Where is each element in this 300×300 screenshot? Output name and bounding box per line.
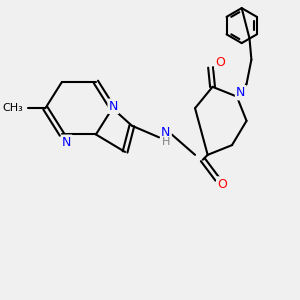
Text: O: O bbox=[215, 56, 225, 69]
Text: N: N bbox=[236, 86, 245, 99]
Text: N: N bbox=[62, 136, 71, 149]
Text: H: H bbox=[162, 137, 170, 147]
Text: N: N bbox=[109, 100, 118, 113]
Text: CH₃: CH₃ bbox=[2, 103, 23, 113]
Text: N: N bbox=[161, 126, 171, 139]
Text: O: O bbox=[217, 178, 227, 190]
